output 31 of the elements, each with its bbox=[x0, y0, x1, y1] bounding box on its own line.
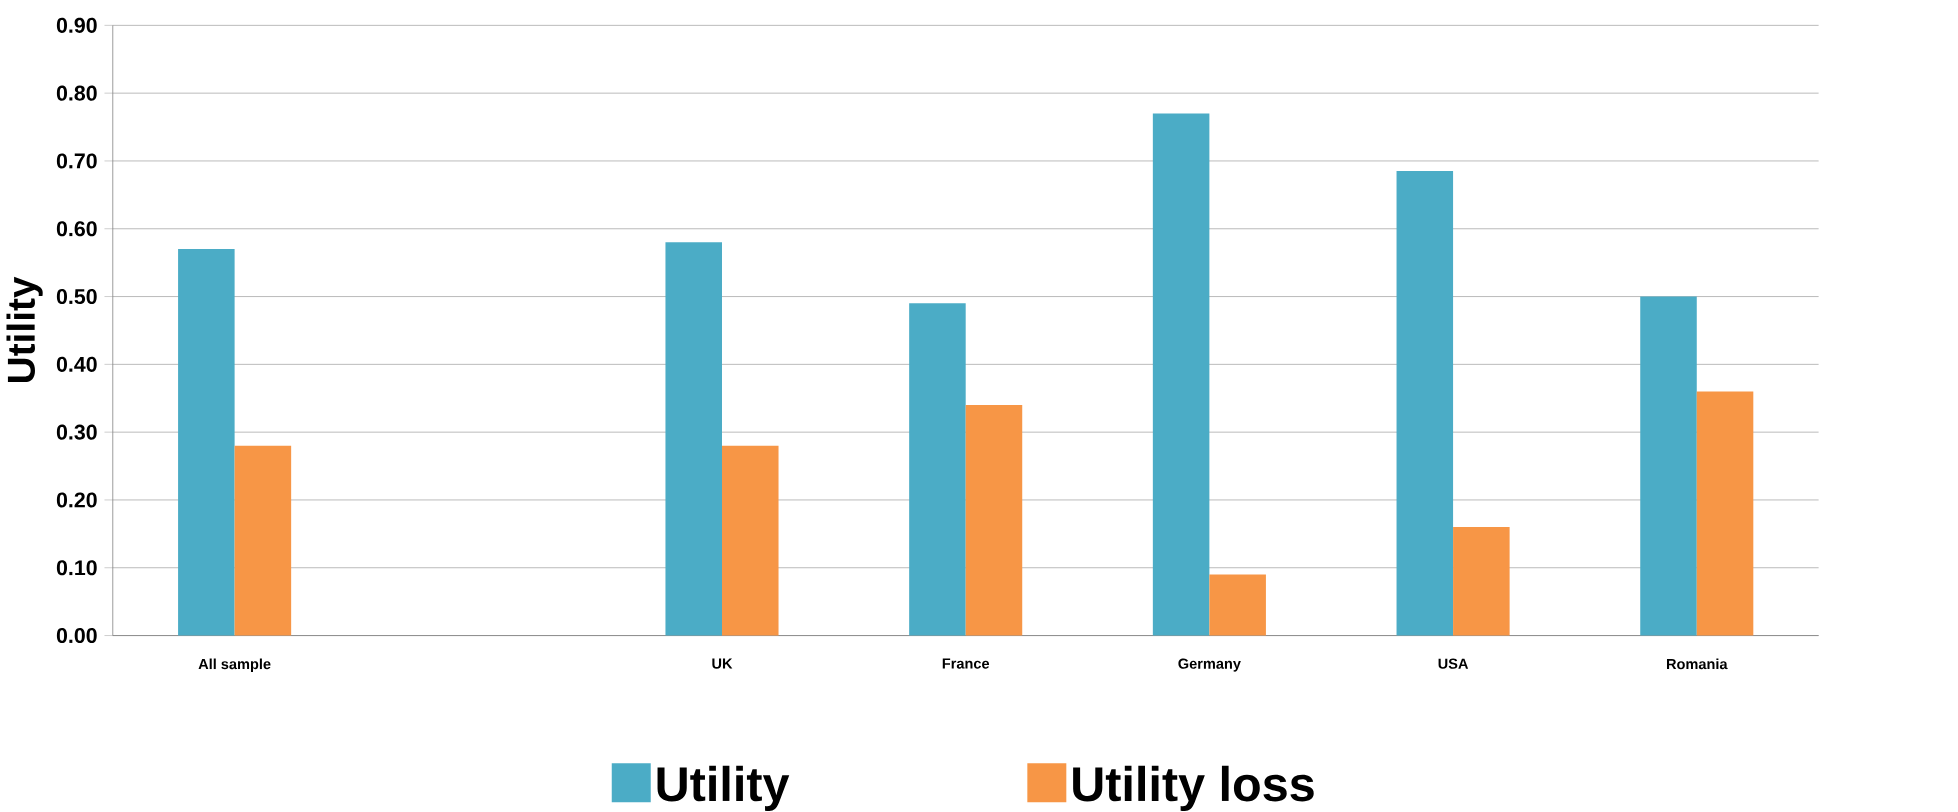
y-axis-title: Utility bbox=[6, 276, 43, 383]
y-tick-label: 0.60 bbox=[56, 221, 97, 237]
legend-label: Utility loss bbox=[1073, 765, 1314, 812]
x-tick-label: Romania bbox=[1666, 658, 1728, 670]
bar bbox=[1209, 574, 1266, 636]
x-tick-label: UK bbox=[712, 658, 733, 669]
y-tick-label: 0.40 bbox=[56, 357, 97, 373]
y-tick-label: 0.00 bbox=[56, 628, 97, 644]
legend-label: Utility bbox=[657, 765, 790, 812]
y-tick-label: 0.80 bbox=[56, 85, 97, 101]
bar bbox=[665, 242, 722, 636]
y-tick-label: 0.10 bbox=[56, 560, 97, 576]
bar bbox=[1152, 113, 1210, 636]
y-tick-label: 0.90 bbox=[56, 18, 97, 34]
y-tick-label: 0.30 bbox=[56, 424, 97, 440]
bar bbox=[1640, 296, 1697, 636]
bar bbox=[1696, 391, 1754, 636]
y-tick-label: 0.70 bbox=[56, 153, 97, 169]
y-tick-label: 0.20 bbox=[56, 492, 97, 508]
bar bbox=[234, 445, 292, 636]
bar bbox=[1453, 527, 1510, 636]
x-tick-label: USA bbox=[1438, 658, 1469, 670]
bar bbox=[722, 445, 779, 636]
x-tick-label: Germany bbox=[1178, 658, 1241, 672]
y-tick-label: 0.50 bbox=[56, 289, 97, 305]
x-tick-label: All sample bbox=[198, 658, 271, 673]
bar bbox=[178, 249, 235, 636]
bar bbox=[1396, 171, 1454, 636]
x-tick-label: France bbox=[942, 658, 990, 669]
bar bbox=[909, 303, 966, 636]
bar bbox=[965, 405, 1023, 636]
